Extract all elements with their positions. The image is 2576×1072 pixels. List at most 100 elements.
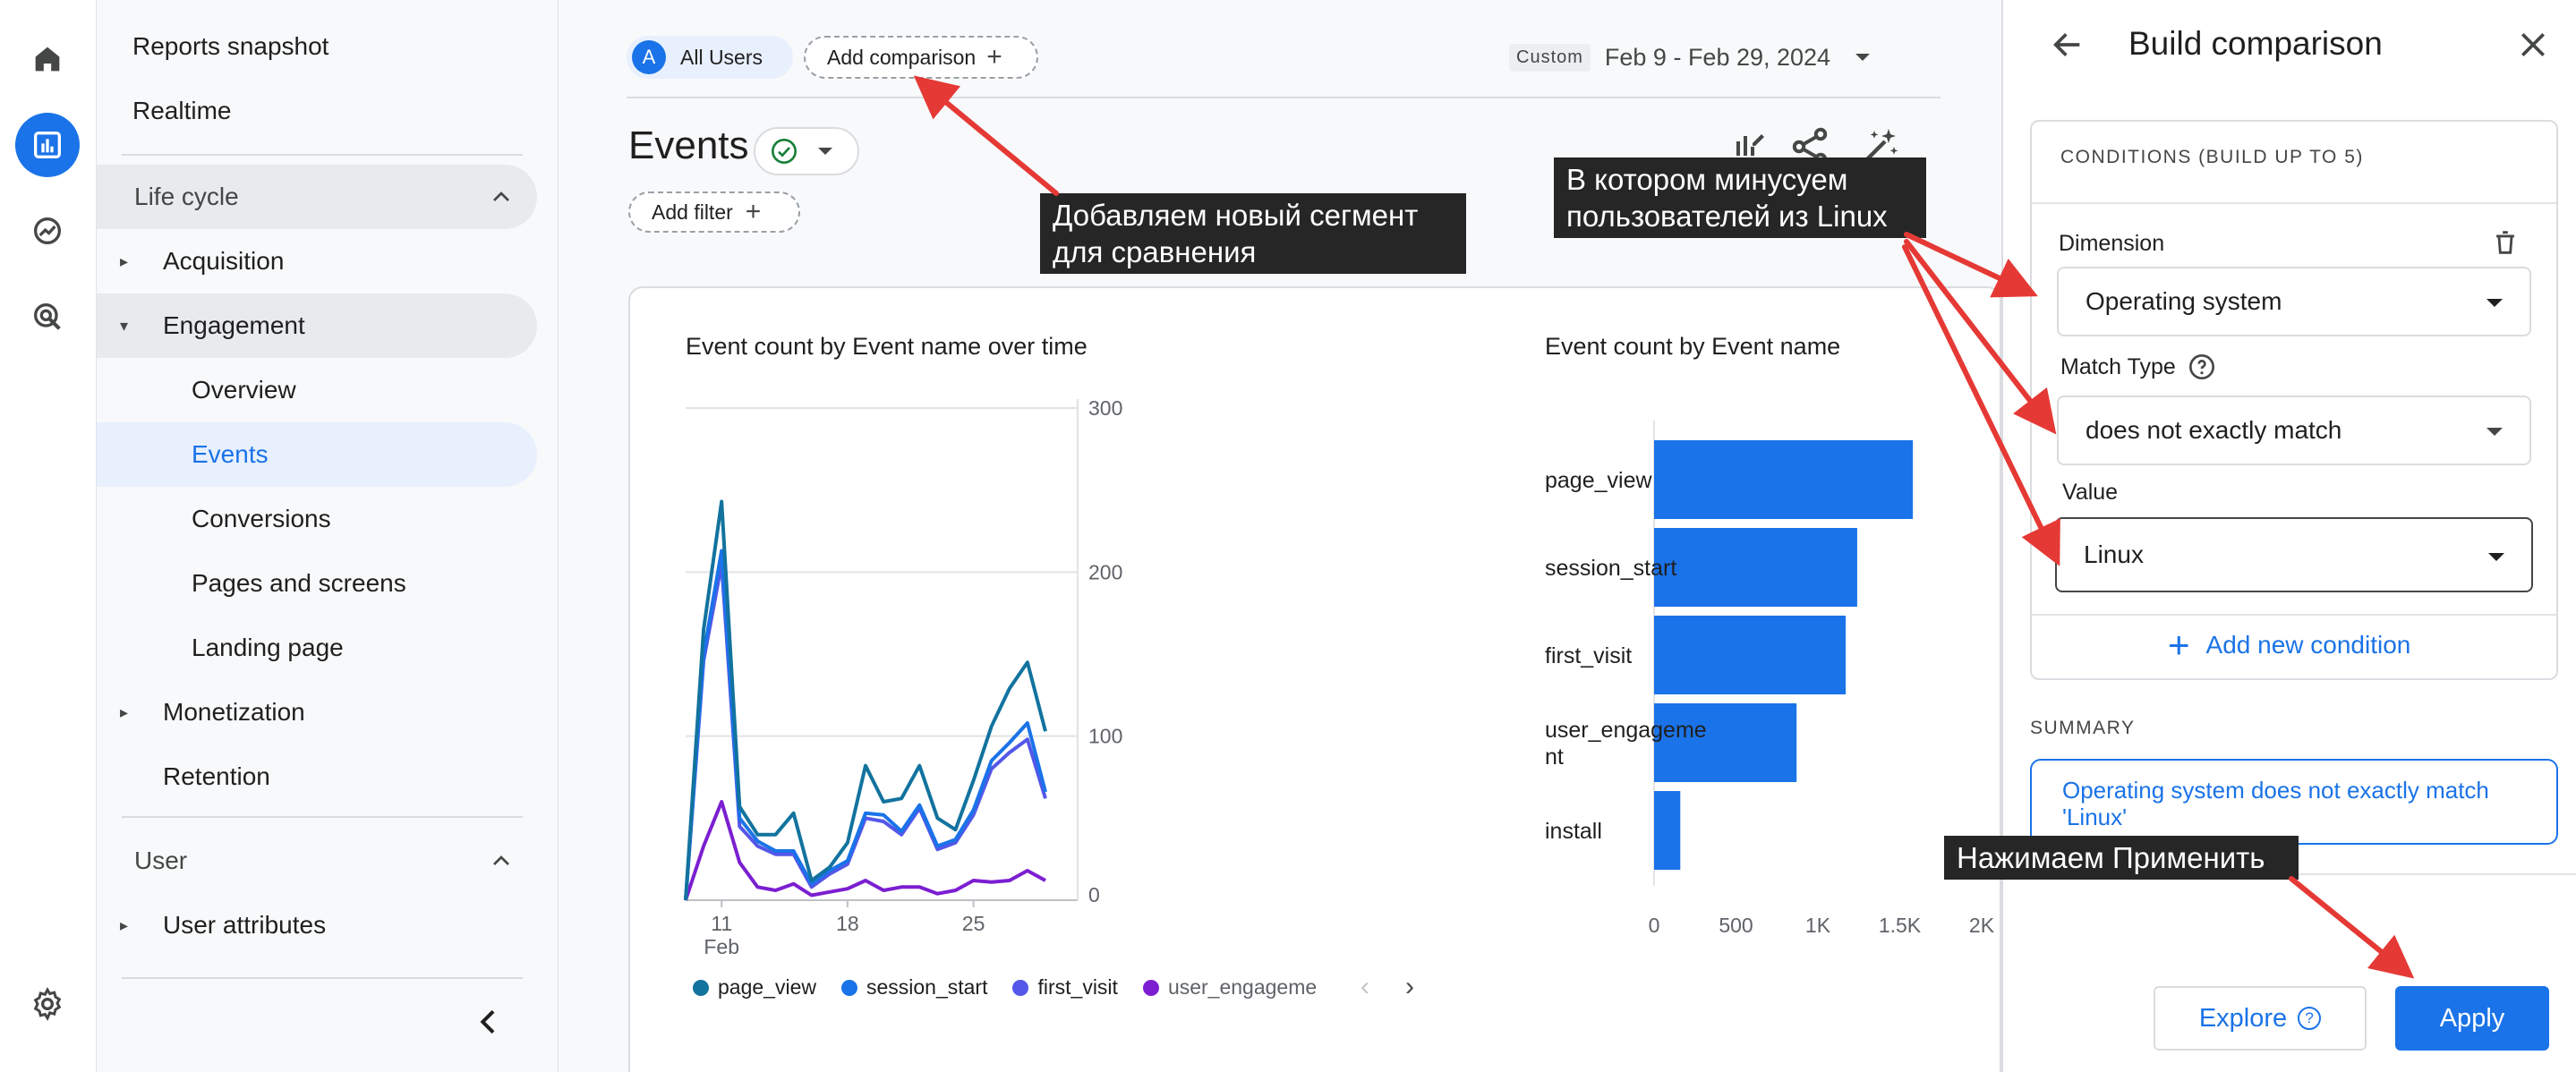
dropdown-caret-icon [2486,299,2503,307]
date-range-text: Feb 9 - Feb 29, 2024 [1604,43,1831,71]
trash-icon[interactable] [2490,227,2521,258]
nav-group-label: User [134,847,188,874]
nav-engagement[interactable]: ▾ Engagement [97,294,537,358]
page-title: Events [628,123,749,167]
x-tick-label: 0 [1649,914,1660,937]
add-filter-button[interactable]: Add filter + [628,191,800,233]
bar [1654,791,1681,870]
advertising-icon[interactable] [15,285,80,349]
nav-overview[interactable]: Overview [97,363,537,417]
segment-label: All Users [680,45,763,69]
nav-realtime[interactable]: Realtime [97,84,537,138]
value-value: Linux [2084,540,2144,568]
value-select[interactable]: Linux [2055,517,2533,592]
explore-button[interactable]: Explore ? [2154,986,2367,1051]
back-arrow-icon[interactable] [2050,27,2086,63]
legend-label: first_visit [1037,975,1118,999]
divider [2032,202,2556,204]
bar-chart-title: Event count by Event name [1545,333,1841,360]
annotation-text: пользователей из Linux [1566,200,1888,233]
nav-events[interactable]: Events [97,422,537,487]
nav-landing-page[interactable]: Landing page [97,621,537,675]
help-icon: ? [2298,1007,2322,1030]
plus-icon: + [745,197,762,226]
nav-group-user[interactable]: User [97,829,537,893]
legend-item[interactable]: user_engageme [1142,975,1318,1000]
legend-label: user_engageme [1167,975,1318,999]
y-tick-label: 0 [1088,883,1100,906]
y-tick-label: 200 [1088,560,1122,583]
nav-monetization[interactable]: ▸ Monetization [97,685,537,739]
apply-button[interactable]: Apply [2395,986,2549,1051]
explore-icon[interactable] [15,199,80,263]
legend-prev-icon[interactable]: ‹ [1361,972,1369,1001]
series-line-first_visit [684,562,1047,901]
summary-text: Operating system does not exactly match [2062,777,2489,804]
plus-icon: + [986,42,1002,72]
annotation-note-add-segment: Добавляем новый сегмент для сравнения [1040,193,1466,274]
legend-item[interactable]: page_view [693,975,816,1000]
dimension-label: Dimension [2059,231,2165,256]
annotation-text: Добавляем новый сегмент [1053,199,1419,232]
nav-pages-and-screens[interactable]: Pages and screens [97,557,537,610]
segment-letter-badge: A [632,40,666,74]
category-label: page_view [1545,468,1652,493]
panel-title: Build comparison [2128,25,2383,62]
data-quality-status-button[interactable] [754,127,859,175]
divider [627,97,1941,98]
add-comparison-button[interactable]: Add comparison + [804,36,1038,79]
summary-label: SUMMARY [2030,718,2136,738]
series-line-user_engagement [684,800,1046,901]
collapse-triangle-icon: ▾ [120,316,129,335]
help-icon[interactable] [2188,353,2216,381]
x-tick-label: 18 [836,912,859,935]
legend-item[interactable]: first_visit [1012,975,1118,1000]
line-chart: 0 100 200 300 11 18 25 Feb [684,396,1122,957]
settings-gear-icon[interactable] [15,972,80,1036]
legend-label: session_start [866,975,988,999]
legend-item[interactable]: session_start [840,975,988,1000]
divider [2032,614,2556,616]
nav-retention[interactable]: Retention [97,750,537,804]
reports-icon[interactable] [15,113,80,177]
divider [122,977,523,979]
date-range-picker[interactable]: Custom Feb 9 - Feb 29, 2024 [1509,39,1871,75]
dimension-select[interactable]: Operating system [2057,267,2531,336]
y-tick-label: 300 [1088,396,1122,420]
close-icon[interactable] [2515,27,2551,63]
check-circle-icon [772,139,797,164]
divider [122,154,523,156]
nav-group-life-cycle[interactable]: Life cycle [97,165,537,229]
match-type-select[interactable]: does not exactly match [2057,396,2531,465]
nav-acquisition[interactable]: ▸ Acquisition [97,234,537,288]
report-nav: Reports snapshot Realtime Life cycle ▸ Ac… [97,0,559,1072]
segment-chip-all-users[interactable]: A All Users [627,36,793,79]
dimension-value: Operating system [2086,287,2282,315]
x-tick-label: 1.5K [1879,914,1922,937]
nav-label: Monetization [163,698,305,726]
legend-next-icon[interactable]: › [1405,972,1414,1001]
category-label: nt [1545,744,1564,770]
nav-label: Retention [163,762,270,790]
x-tick-label: 11 [711,912,732,935]
line-chart-legend: page_view session_start first_visit user… [693,975,1317,1000]
nav-label: Pages and screens [192,569,406,597]
dropdown-caret-icon [2488,553,2504,561]
expand-triangle-icon: ▸ [120,915,129,934]
bar [1654,616,1847,694]
home-icon[interactable] [15,27,80,91]
nav-reports-snapshot[interactable]: Reports snapshot [97,20,537,73]
nav-label: Acquisition [163,247,285,275]
nav-user-attributes[interactable]: ▸ User attributes [97,898,537,952]
chevron-left-icon[interactable] [471,1004,507,1040]
nav-conversions[interactable]: Conversions [97,492,537,546]
category-label: session_start [1545,556,1676,581]
dropdown-caret-icon [818,148,832,155]
annotation-note-apply: Нажимаем Применить [1944,836,2299,880]
category-label: install [1545,819,1602,844]
annotation-text: для сравнения [1053,235,1257,268]
add-new-condition-button[interactable]: + Add new condition [2168,626,2410,664]
apply-label: Apply [2439,1003,2505,1033]
conditions-label: CONDITIONS (BUILD UP TO 5) [2060,147,2364,167]
explore-label: Explore [2198,1003,2288,1033]
